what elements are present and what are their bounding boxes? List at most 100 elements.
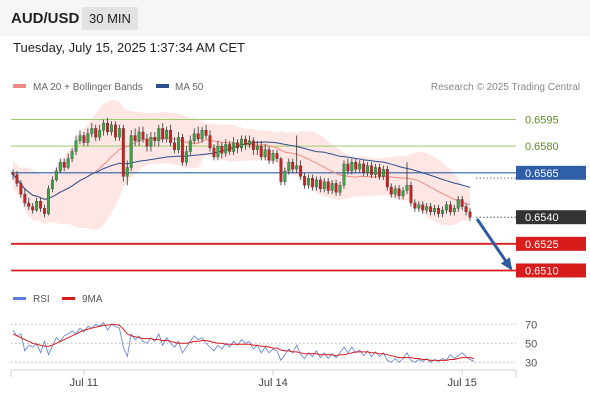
candle [444, 201, 448, 214]
candle [173, 137, 176, 154]
candle-body [113, 124, 117, 138]
candle-body [23, 193, 27, 204]
candle-body [31, 206, 35, 211]
candle [47, 185, 50, 216]
candle [334, 179, 338, 196]
candle-body [27, 202, 31, 207]
candle-body [267, 149, 271, 161]
candle [354, 158, 358, 173]
candle-body [381, 169, 385, 177]
candle [385, 165, 389, 191]
candle [78, 130, 82, 145]
candle [240, 135, 243, 152]
candle [299, 160, 303, 180]
support-label: 0.6525 [525, 239, 559, 251]
candle-body [86, 133, 90, 143]
rsi-ma-legend-label: 9MA [82, 294, 103, 305]
candle [460, 195, 464, 211]
candle-body [196, 133, 200, 140]
candle [291, 158, 295, 173]
candle-body [421, 204, 425, 211]
candle [362, 160, 366, 177]
candle-body [212, 147, 216, 157]
candle-body [409, 185, 413, 204]
candle-body [184, 151, 188, 163]
chart-datetime: Tuesday, July 15, 2025 1:37:34 AM CET [13, 40, 245, 55]
price-panel: 0.6595 0.6580 0.6565 0.6540 0.6525 0.6510 [11, 100, 586, 278]
candle [161, 123, 165, 143]
candle-body [200, 130, 204, 140]
candle [322, 178, 326, 193]
candle-body [370, 165, 373, 175]
candle [220, 142, 224, 159]
candle-body [279, 158, 283, 182]
candle-body [401, 190, 405, 197]
candle-body [62, 161, 66, 168]
candle-body [74, 140, 78, 152]
candle-body [366, 165, 370, 173]
candle [429, 202, 433, 216]
candle-body [129, 135, 133, 168]
candle-body [448, 204, 452, 213]
symbol-title: AUD/USD [11, 10, 80, 27]
candle-body [452, 208, 456, 213]
candle-body [291, 161, 295, 170]
candle-body [397, 188, 401, 197]
candle [110, 121, 113, 136]
candle-body [141, 131, 145, 140]
candle [177, 131, 180, 154]
candle-body [121, 128, 125, 177]
candle-body [259, 146, 263, 157]
candle [11, 169, 15, 180]
candle [287, 158, 291, 175]
credit-label: Research © 2025 Trading Central [431, 82, 580, 93]
candle [200, 126, 204, 143]
candle [169, 124, 173, 147]
candle-body [169, 130, 173, 143]
candle [441, 206, 444, 218]
candle-body [334, 183, 338, 193]
candle [409, 181, 413, 207]
candle-body [220, 146, 224, 154]
candle-body [299, 165, 303, 177]
candle-body [39, 201, 43, 209]
candle-body [157, 128, 161, 141]
candle [318, 176, 322, 193]
candle [125, 160, 129, 186]
candle [251, 137, 255, 156]
candle [358, 160, 362, 173]
candle-body [310, 177, 314, 188]
candle-body [224, 144, 228, 154]
candle [153, 131, 157, 147]
candle-body [54, 170, 58, 181]
candle-body [216, 146, 220, 157]
candle [98, 124, 102, 141]
candle-body [444, 204, 448, 211]
candle [267, 146, 271, 164]
candle [330, 179, 334, 195]
candle-body [468, 211, 472, 218]
candle [303, 172, 307, 189]
candle [275, 149, 279, 163]
candle [326, 178, 330, 195]
candle [204, 124, 208, 140]
candle [232, 137, 236, 156]
candle-body [385, 169, 389, 188]
candle [86, 128, 90, 147]
candle [121, 124, 125, 182]
candle-body [263, 149, 267, 157]
candle-body [350, 161, 354, 172]
candle-body [393, 188, 397, 195]
candle [374, 163, 377, 179]
candle [129, 130, 133, 172]
candle [74, 135, 78, 156]
candle [448, 201, 452, 216]
candles [11, 117, 472, 221]
rsi-level-label: 70 [525, 319, 537, 331]
candle-body [330, 183, 334, 191]
ma50-legend-label: MA 50 [175, 82, 204, 93]
candle-body [228, 144, 232, 152]
candle-body [11, 172, 15, 175]
timeframe-button[interactable]: 30 MIN [82, 7, 138, 30]
